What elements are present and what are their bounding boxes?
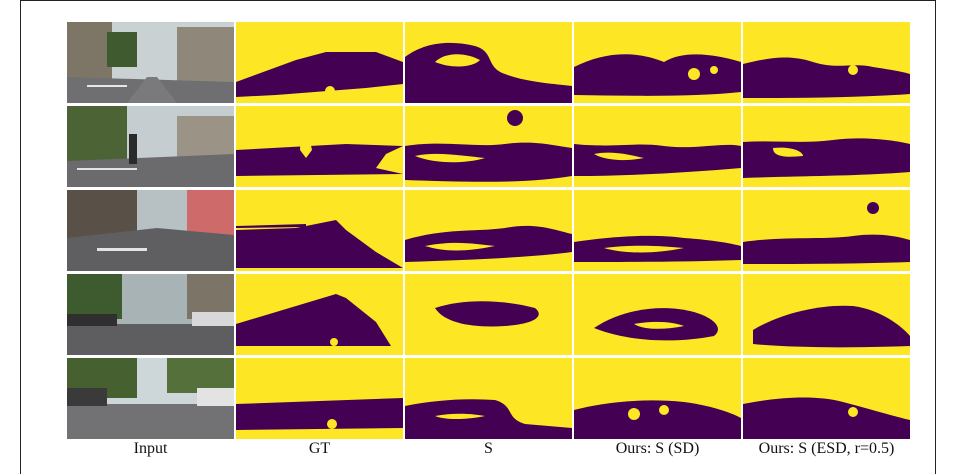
ours-esd-mask-row-5 — [743, 358, 910, 439]
caption-ours-esd: Ours: S (ESD, r=0.5) — [758, 440, 895, 457]
ours-esd-mask-row-2 — [743, 106, 910, 187]
gt-mask-row-3 — [236, 190, 403, 271]
ours-sd-mask-row-1 — [574, 22, 741, 103]
ours-sd-mask-row-5 — [574, 358, 741, 439]
s-mask-row-1 — [405, 22, 572, 103]
s-mask-row-4 — [405, 274, 572, 355]
input-image-row-1 — [67, 22, 234, 103]
gt-mask-row-5 — [236, 358, 403, 439]
s-mask-row-3 — [405, 190, 572, 271]
ours-esd-mask-row-3 — [743, 190, 910, 271]
ours-sd-mask-row-3 — [574, 190, 741, 271]
ours-esd-mask-row-1 — [743, 22, 910, 103]
gt-mask-row-1 — [236, 22, 403, 103]
caption-ours-sd: Ours: S (SD) — [615, 440, 700, 457]
ours-esd-mask-row-4 — [743, 274, 910, 355]
gt-mask-row-4 — [236, 274, 403, 355]
input-image-row-5 — [67, 358, 234, 439]
s-mask-row-2 — [405, 106, 572, 187]
input-image-row-3 — [67, 190, 234, 271]
caption-gt: GT — [308, 440, 331, 457]
ours-sd-mask-row-2 — [574, 106, 741, 187]
input-image-row-4 — [67, 274, 234, 355]
input-image-row-2 — [67, 106, 234, 187]
figure-frame — [20, 0, 936, 474]
ours-sd-mask-row-4 — [574, 274, 741, 355]
caption-input: Input — [133, 440, 168, 457]
caption-s: S — [484, 440, 493, 457]
s-mask-row-5 — [405, 358, 572, 439]
gt-mask-row-2 — [236, 106, 403, 187]
